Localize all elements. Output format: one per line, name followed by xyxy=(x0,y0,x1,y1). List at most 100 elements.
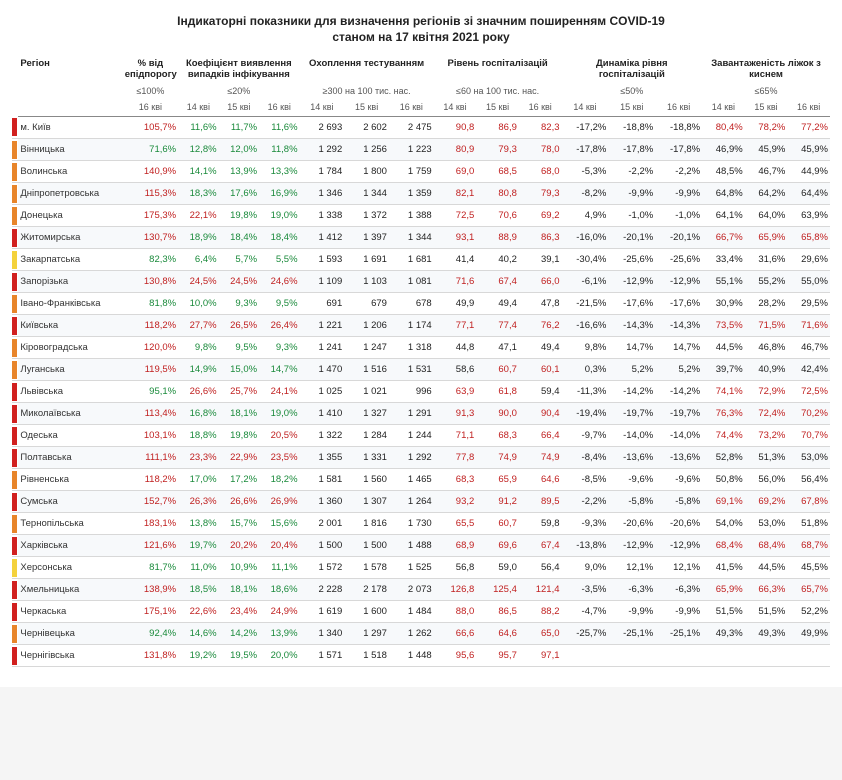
table-row: Рівненська118,2%17,0%17,2%18,2%1 5811 56… xyxy=(12,469,830,491)
coef-value: 12,8% xyxy=(178,139,218,161)
coef-value: 13,9% xyxy=(259,623,299,645)
bed-value: 68,4% xyxy=(702,535,745,557)
test-value: 1 355 xyxy=(300,447,345,469)
th-d14: 14 кві xyxy=(178,100,218,117)
table-row: Житомирська130,7%18,9%18,4%18,4%1 4121 3… xyxy=(12,227,830,249)
coef-value: 19,8% xyxy=(219,205,259,227)
dyn-value: -25,6% xyxy=(655,249,702,271)
coef-value: 15,6% xyxy=(259,513,299,535)
table-row: Миколаївська113,4%16,8%18,1%19,0%1 4101 … xyxy=(12,403,830,425)
coef-value: 18,1% xyxy=(219,579,259,601)
hosp-value: 95,7 xyxy=(476,645,519,667)
hosp-value: 66,4 xyxy=(519,425,562,447)
test-value: 2 602 xyxy=(344,117,389,139)
coef-value: 26,4% xyxy=(259,315,299,337)
table-row: Луганська119,5%14,9%15,0%14,7%1 4701 516… xyxy=(12,359,830,381)
dyn-value: -8,4% xyxy=(562,447,609,469)
pct-value: 121,6% xyxy=(123,535,178,557)
dyn-value: -14,0% xyxy=(655,425,702,447)
hosp-value: 49,9 xyxy=(434,293,477,315)
test-value: 1 397 xyxy=(344,227,389,249)
pct-value: 115,3% xyxy=(123,183,178,205)
coef-value: 22,9% xyxy=(219,447,259,469)
test-value: 1 359 xyxy=(389,183,434,205)
th-coef: Коефіцієнт виявлення випадків інфікуванн… xyxy=(178,56,299,84)
bed-value: 44,5% xyxy=(745,557,788,579)
test-value: 1 759 xyxy=(389,161,434,183)
coef-value: 25,7% xyxy=(219,381,259,403)
bed-value: 46,9% xyxy=(702,139,745,161)
region-name: Сумська xyxy=(18,491,122,513)
table-row: Київська118,2%27,7%26,5%26,4%1 2211 2061… xyxy=(12,315,830,337)
dyn-value: -13,8% xyxy=(562,535,609,557)
coef-value: 20,2% xyxy=(219,535,259,557)
bed-value: 51,5% xyxy=(745,601,788,623)
coef-value: 14,1% xyxy=(178,161,218,183)
test-value: 1 247 xyxy=(344,337,389,359)
test-value: 2 475 xyxy=(389,117,434,139)
table-row: Запорізька130,8%24,5%24,5%24,6%1 1091 10… xyxy=(12,271,830,293)
coef-value: 9,5% xyxy=(219,337,259,359)
bed-value: 65,9% xyxy=(702,579,745,601)
hosp-value: 125,4 xyxy=(476,579,519,601)
pct-value: 183,1% xyxy=(123,513,178,535)
coef-value: 20,0% xyxy=(259,645,299,667)
dyn-value: -20,6% xyxy=(608,513,655,535)
test-value: 1 307 xyxy=(344,491,389,513)
bed-value: 42,4% xyxy=(787,359,830,381)
test-value: 1 800 xyxy=(344,161,389,183)
hosp-value: 64,6 xyxy=(476,623,519,645)
bed-value: 44,9% xyxy=(787,161,830,183)
dyn-value: -9,9% xyxy=(655,601,702,623)
bed-value: 78,2% xyxy=(745,117,788,139)
th-dyn: Динаміка рівня госпіталізацій xyxy=(562,56,703,84)
coef-value: 6,4% xyxy=(178,249,218,271)
bed-value: 63,9% xyxy=(787,205,830,227)
test-value: 1 500 xyxy=(300,535,345,557)
bed-value: 33,4% xyxy=(702,249,745,271)
test-value: 679 xyxy=(344,293,389,315)
dyn-value: -17,8% xyxy=(562,139,609,161)
test-value: 1 730 xyxy=(389,513,434,535)
bed-value: 53,0% xyxy=(787,447,830,469)
test-value: 1 531 xyxy=(389,359,434,381)
dyn-value: 5,2% xyxy=(608,359,655,381)
dyn-value: -14,0% xyxy=(608,425,655,447)
coef-value: 13,3% xyxy=(259,161,299,183)
coef-value: 15,7% xyxy=(219,513,259,535)
dyn-value: -9,6% xyxy=(655,469,702,491)
pct-value: 119,5% xyxy=(123,359,178,381)
bed-value: 65,9% xyxy=(745,227,788,249)
dyn-value: -2,2% xyxy=(608,161,655,183)
dyn-value: -13,6% xyxy=(655,447,702,469)
dyn-value: -18,8% xyxy=(608,117,655,139)
dyn-value xyxy=(655,645,702,667)
indicators-table: Регіон % від епідпорогу Коефіцієнт виявл… xyxy=(12,56,830,667)
region-name: м. Київ xyxy=(18,117,122,139)
hosp-value: 63,9 xyxy=(434,381,477,403)
coef-value: 23,4% xyxy=(219,601,259,623)
hosp-value: 80,9 xyxy=(434,139,477,161)
hosp-value: 90,4 xyxy=(519,403,562,425)
dyn-value: -14,3% xyxy=(608,315,655,337)
coef-value: 26,6% xyxy=(178,381,218,403)
coef-value: 13,8% xyxy=(178,513,218,535)
coef-value: 9,3% xyxy=(219,293,259,315)
coef-value: 24,5% xyxy=(219,271,259,293)
pct-value: 82,3% xyxy=(123,249,178,271)
th-d16: 16 кві xyxy=(123,100,178,117)
dyn-value: 4,9% xyxy=(562,205,609,227)
hosp-value: 70,6 xyxy=(476,205,519,227)
table-row: Чернігівська131,8%19,2%19,5%20,0%1 5711 … xyxy=(12,645,830,667)
coef-value: 15,0% xyxy=(219,359,259,381)
table-row: Чернівецька92,4%14,6%14,2%13,9%1 3401 29… xyxy=(12,623,830,645)
region-name: Львівська xyxy=(18,381,122,403)
test-value: 1 256 xyxy=(344,139,389,161)
region-name: Житомирська xyxy=(18,227,122,249)
bed-value: 77,2% xyxy=(787,117,830,139)
test-value: 1 206 xyxy=(344,315,389,337)
table-row: Сумська152,7%26,3%26,6%26,9%1 3601 3071 … xyxy=(12,491,830,513)
dyn-value: -6,3% xyxy=(608,579,655,601)
bed-value: 29,6% xyxy=(787,249,830,271)
pct-value: 118,2% xyxy=(123,469,178,491)
